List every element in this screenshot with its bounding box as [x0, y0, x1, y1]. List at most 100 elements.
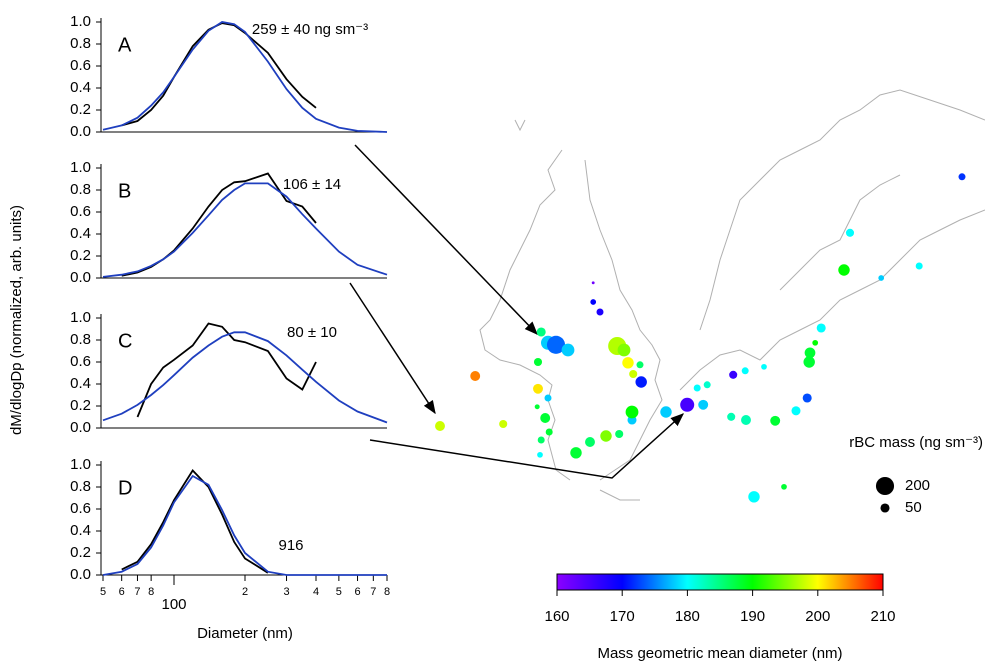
sample-point: [770, 415, 781, 426]
sample-point: [596, 308, 604, 316]
y-tick-label: 0.8: [70, 181, 91, 198]
y-tick-label: 1.0: [70, 309, 91, 326]
sample-point: [741, 415, 751, 425]
sample-point: [622, 357, 634, 369]
line-series: [121, 22, 317, 127]
size-legend-marker: [875, 476, 895, 496]
sample-point: [727, 412, 736, 421]
sample-point: [812, 339, 819, 346]
sample-point: [791, 406, 801, 416]
colorbar-tick-label: 200: [805, 608, 830, 625]
y-tick-label: 0.4: [70, 375, 91, 392]
y-tick-label: 0.2: [70, 397, 91, 414]
y-tick-label: 1.0: [70, 159, 91, 176]
x-tick-label: 8: [384, 586, 390, 598]
size-legend-title: rBC mass (ng sm⁻³): [849, 434, 983, 451]
x-tick-label: 6: [119, 586, 125, 598]
sample-point: [570, 447, 582, 459]
sample-point: [915, 262, 923, 270]
y-tick-label: 0.4: [70, 79, 91, 96]
sample-point: [470, 371, 481, 381]
y-tick-label: 1.0: [70, 13, 91, 30]
y-tick-label: 0.2: [70, 247, 91, 264]
colorbar-tick-label: 190: [740, 608, 765, 625]
colorbar: [556, 573, 884, 591]
colorbar-tick-label: 170: [610, 608, 635, 625]
sample-point: [958, 173, 966, 181]
sample-point: [546, 335, 566, 354]
colorbar-label: Mass geometric mean diameter (nm): [597, 645, 842, 662]
annotation: 106 ± 14: [283, 176, 341, 193]
sample-point: [878, 275, 885, 281]
x-tick-label: 100: [161, 596, 186, 613]
sample-point: [499, 419, 508, 429]
sample-point: [435, 421, 445, 431]
y-tick-label: 1.0: [70, 456, 91, 473]
y-tick-label: 0.8: [70, 478, 91, 495]
sample-point: [600, 430, 612, 442]
sample-point: [781, 483, 787, 490]
y-tick-label: 0.0: [70, 269, 91, 286]
sample-point: [585, 437, 595, 447]
y-tick-label: 0.2: [70, 544, 91, 561]
sample-point: [838, 264, 850, 276]
sample-point: [804, 347, 816, 359]
sample-point: [761, 363, 767, 370]
sample-point: [803, 356, 815, 368]
panel-label: C: [118, 330, 132, 352]
line-series: [102, 331, 388, 424]
sample-point: [537, 451, 543, 458]
sample-point: [636, 361, 644, 369]
sample-point: [635, 376, 647, 388]
sample-point: [748, 491, 760, 503]
y-tick-label: 0.6: [70, 500, 91, 517]
x-tick-label: 6: [354, 586, 360, 598]
sample-point: [536, 327, 546, 337]
panel-label: D: [118, 477, 132, 499]
sample-point: [533, 357, 543, 367]
x-tick-label: 5: [336, 586, 342, 598]
x-tick-label: 8: [148, 586, 154, 598]
size-legend-label: 50: [905, 499, 922, 516]
line-series: [102, 21, 388, 133]
panel-label: B: [118, 180, 131, 202]
sample-point: [629, 369, 638, 379]
y-tick-label: 0.0: [70, 566, 91, 583]
line-series: [102, 182, 388, 278]
y-tick-label: 0.6: [70, 57, 91, 74]
x-axis-label: Diameter (nm): [197, 625, 293, 642]
sample-point: [729, 370, 738, 379]
y-axis-label: dM/dlogDp (normalized, arb. units): [8, 205, 25, 435]
colorbar-tick-label: 160: [544, 608, 569, 625]
line-series: [136, 322, 317, 418]
sample-point: [590, 299, 597, 305]
x-tick-label: 2: [242, 586, 248, 598]
colorbar-tick-label: 210: [870, 608, 895, 625]
line-series: [102, 474, 387, 576]
sample-point: [816, 323, 826, 333]
y-tick-label: 0.6: [70, 203, 91, 220]
line-series: [121, 469, 269, 574]
annotation: 80 ± 10: [287, 324, 337, 341]
sample-point: [544, 394, 552, 402]
coastlines: [479, 89, 985, 501]
sample-point: [533, 383, 543, 394]
x-tick-label: 7: [370, 586, 376, 598]
sample-point: [545, 428, 553, 436]
y-tick-label: 0.0: [70, 419, 91, 436]
sample-point: [680, 397, 695, 412]
x-tick-label: 4: [313, 586, 319, 598]
annotation: 916: [278, 537, 303, 554]
sample-point: [741, 367, 749, 375]
size-legend-label: 200: [905, 477, 930, 494]
y-tick-label: 0.2: [70, 101, 91, 118]
sample-point: [561, 343, 575, 357]
sample-point: [703, 381, 711, 389]
x-tick-label: 7: [134, 586, 140, 598]
sample-point: [802, 393, 812, 403]
y-tick-label: 0.8: [70, 331, 91, 348]
y-tick-label: 0.4: [70, 522, 91, 539]
y-tick-label: 0.0: [70, 123, 91, 140]
panel-label: A: [118, 34, 132, 56]
